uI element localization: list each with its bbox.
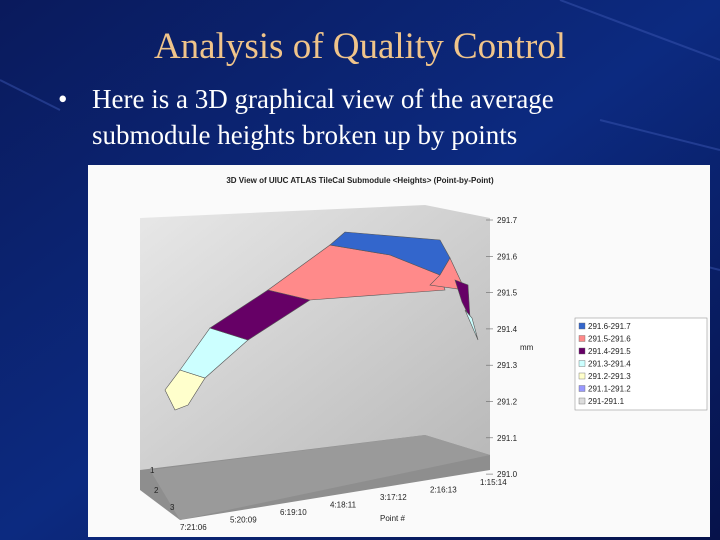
legend-label: 291.6-291.7 [588,322,631,331]
tick-label: 291.5 [497,289,518,298]
legend-label: 291.4-291.5 [588,347,631,356]
legend-swatch [578,397,586,405]
bullet-text: submodule heights broken up by points [92,120,517,150]
legend-box [574,317,708,411]
bullet-text: Here is a 3D graphical view of the avera… [92,84,554,114]
figure: 3D View of UIUC ATLAS TileCal Submodule … [88,165,710,537]
tick-label: 291.7 [497,216,518,225]
figure-title: 3D View of UIUC ATLAS TileCal Submodule … [226,176,494,185]
legend-swatch [578,385,586,392]
bullet-mark: • [58,84,67,114]
tick-label: 291.1 [497,434,518,443]
legend-swatch [578,322,586,330]
legend-label: 291.5-291.6 [588,335,631,344]
tick-label: 291.4 [497,325,518,334]
legend-label: 291.3-291.4 [588,360,631,369]
tick-label: 291.6 [497,252,518,261]
legend-label: 291-291.1 [588,397,625,406]
tick-label: 291.3 [497,361,518,370]
column-label: 1:15:14 [480,478,507,487]
legend-label: 291.1-291.2 [588,385,631,394]
legend-label: 291.2-291.3 [588,372,631,381]
surface [164,231,479,411]
x-label: Point # [380,514,405,523]
axis-label: mm [520,343,534,352]
column-label: 2:16:13 [430,486,457,495]
legend-swatch [578,372,586,380]
column-label: 3:17:12 [380,493,407,502]
legend-swatch [578,335,586,342]
tick-label: 291.2 [497,398,518,407]
slide-title: Analysis of Quality Control [154,26,566,67]
tick-label: 291.0 [497,470,518,479]
legend-swatch [578,347,586,355]
column-label: 5:20:09 [230,516,257,525]
column-label: 4:18:11 [330,501,357,510]
row-label: 2 [154,486,159,495]
floor-top [150,435,490,520]
row-label: 1 [150,466,155,475]
column-label: 7:21:06 [180,523,207,532]
row-label: 3 [170,503,175,512]
column-label: 6:19:10 [280,508,307,517]
legend-swatch [578,360,586,367]
